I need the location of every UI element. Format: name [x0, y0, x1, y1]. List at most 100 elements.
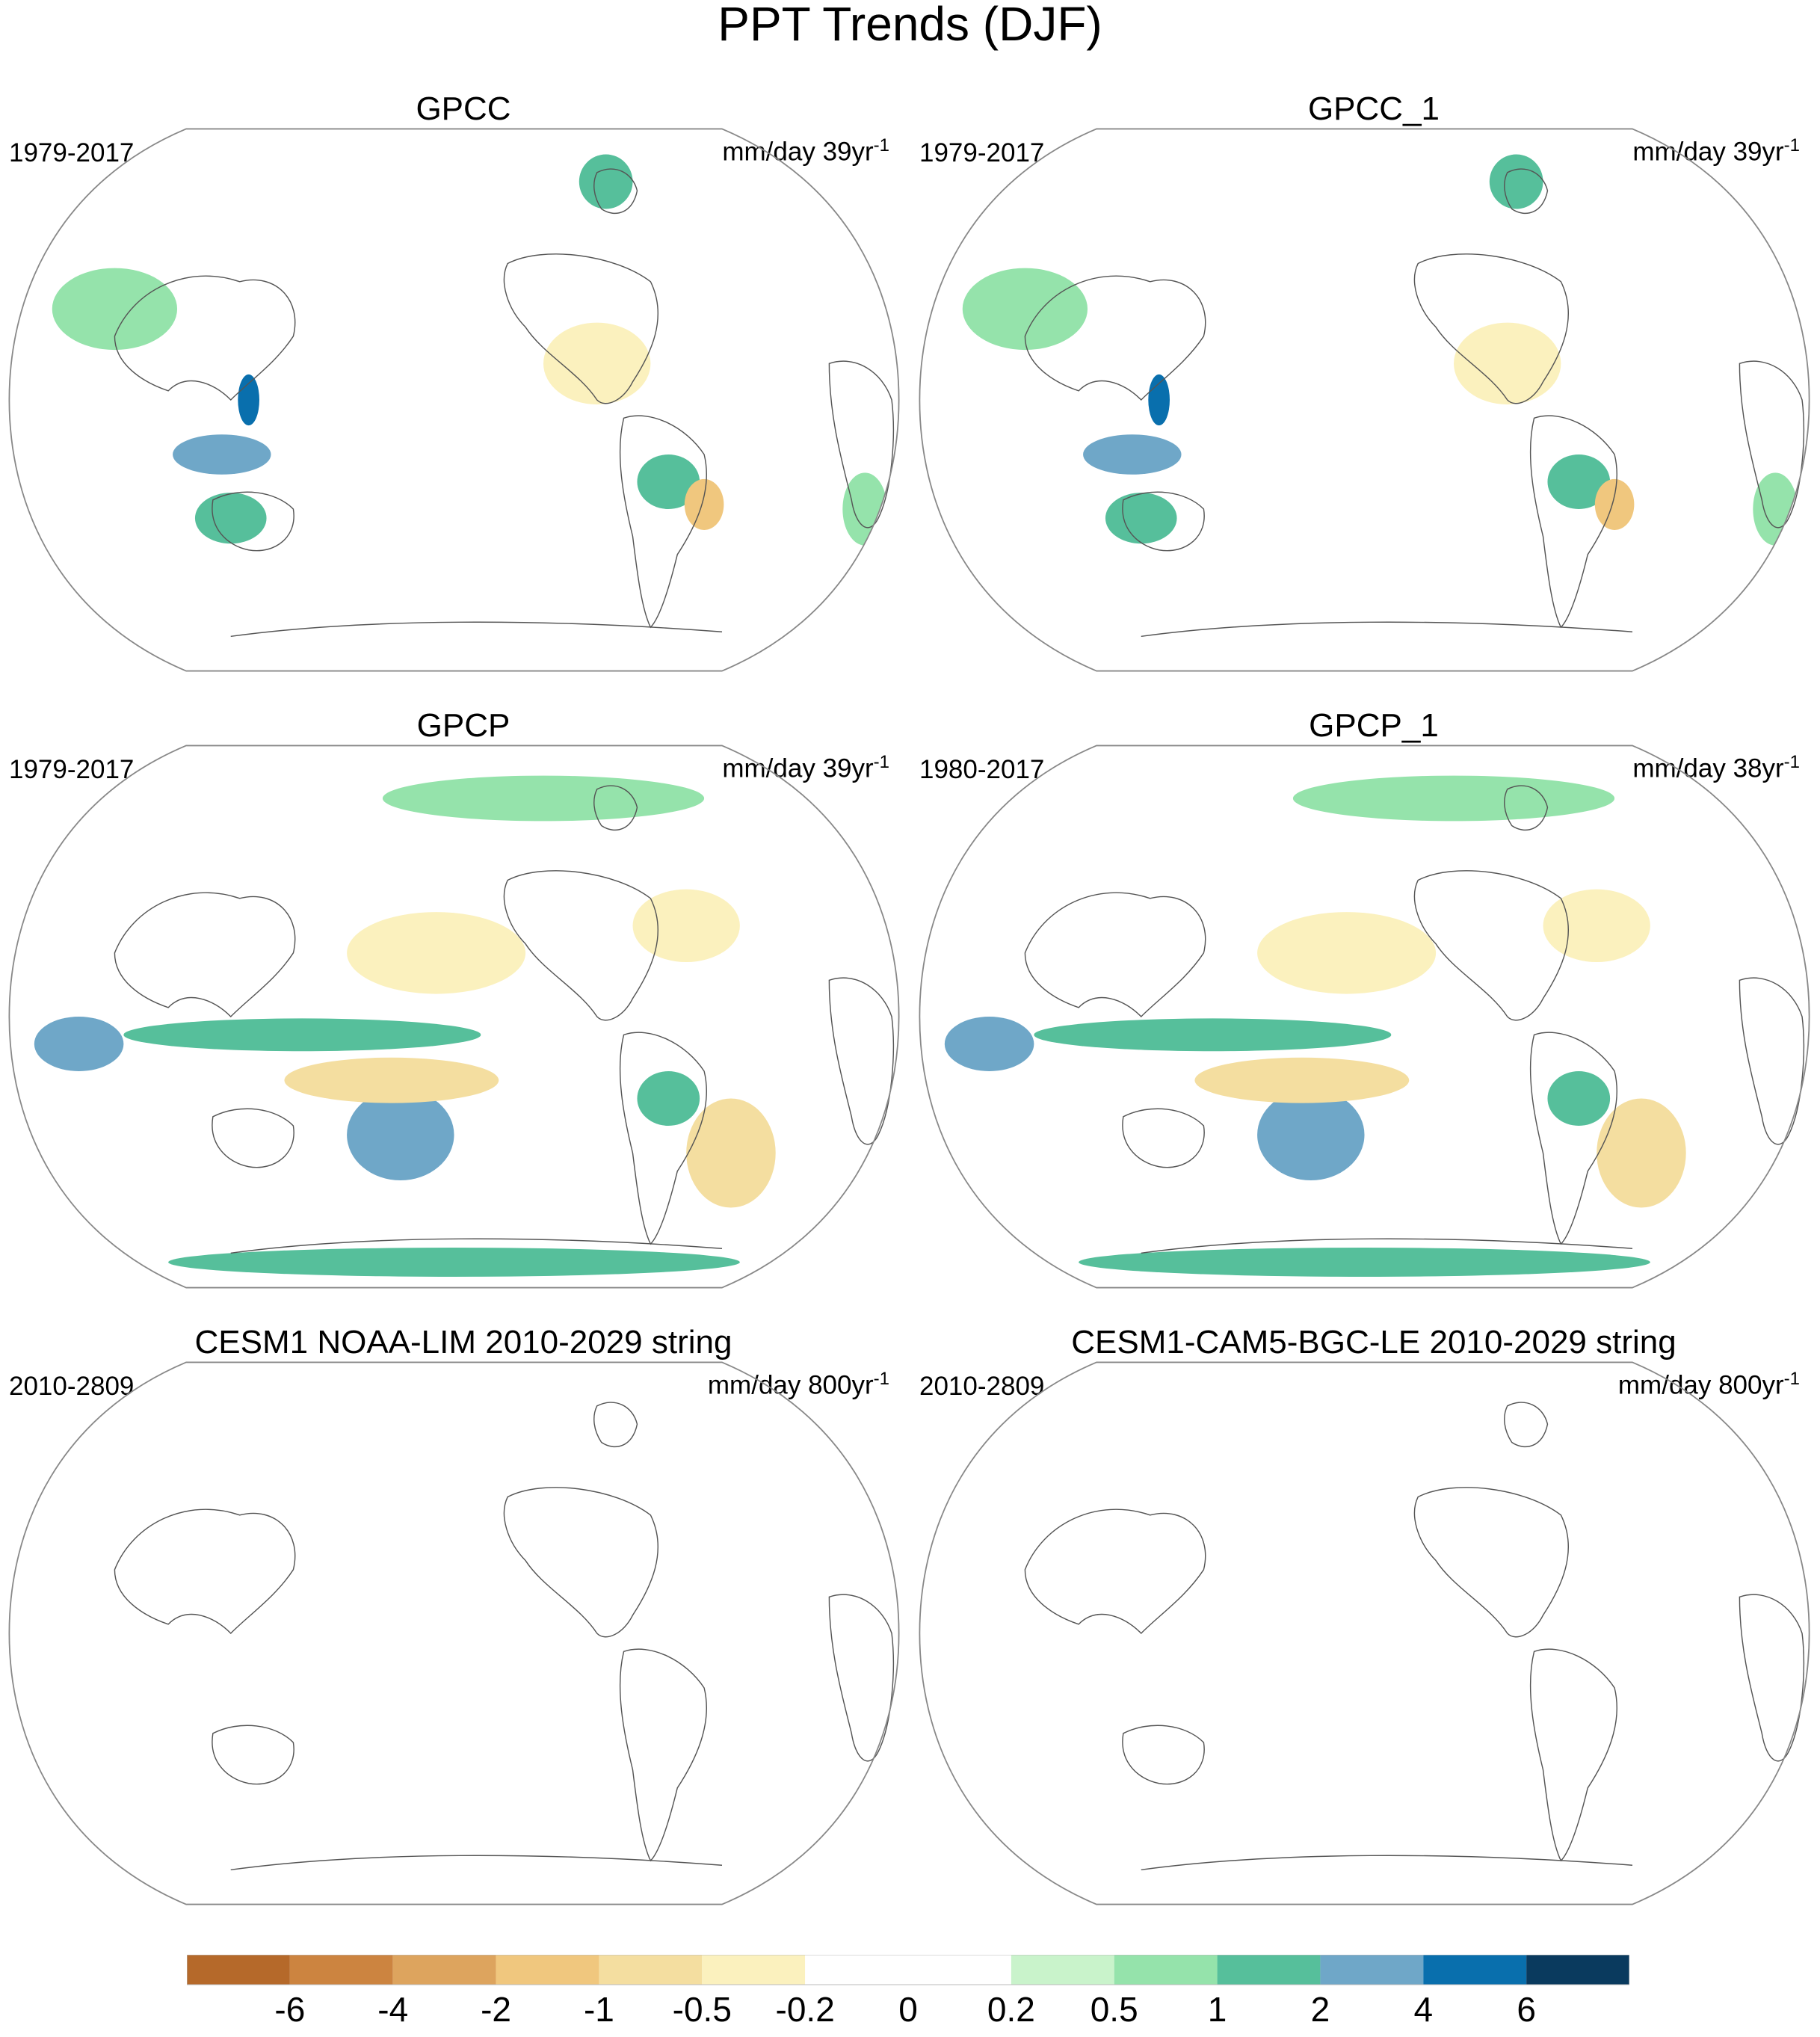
- map-boundary: [919, 1361, 1810, 1905]
- panel-period-gpcp-1: 1980-2017: [919, 755, 1045, 784]
- map-boundary: [8, 745, 900, 1289]
- colorbar-swatch: [187, 1955, 290, 1985]
- coastlines: [114, 1402, 894, 1871]
- coastlines: [1024, 1402, 1804, 1871]
- units-exponent: -1: [1783, 135, 1800, 155]
- panel-period-cesm1-cam5-bgc-le-2010-2029-string: 2010-2809: [919, 1372, 1045, 1401]
- panel-title-cesm1-noaa-lim-2010-2029-string: CESM1 NOAA-LIM 2010-2029 string: [194, 1324, 732, 1360]
- colorbar-tick-label: 0.5: [1090, 1990, 1138, 2029]
- trend-region-arctic: [382, 775, 705, 822]
- coastlines: [114, 168, 894, 638]
- trend-region-north-pacific: [347, 912, 526, 994]
- units-text: mm/day 800yr: [1617, 1370, 1784, 1400]
- colorbar-tick-label: -0.2: [775, 1990, 835, 2029]
- coastlines: [1024, 168, 1804, 638]
- colorbar-tick-label: 2: [1310, 1990, 1330, 2029]
- panel-title-gpcp-1: GPCP_1: [1309, 707, 1439, 744]
- colorbar-tick-label: -0.5: [672, 1990, 732, 2029]
- coastlines: [114, 785, 894, 1254]
- trend-region-amazon: [637, 454, 700, 509]
- colorbar-tick-label: 4: [1413, 1990, 1434, 2029]
- units-text: mm/day 39yr: [722, 137, 874, 167]
- colorbar-tick-label: -2: [481, 1990, 512, 2029]
- map-gpcp-1: [919, 745, 1810, 1289]
- map-gpcc: [8, 128, 900, 672]
- units-exponent: -1: [873, 752, 889, 772]
- colorbar-swatch: [1526, 1955, 1629, 1985]
- map-boundary: [8, 128, 900, 672]
- colorbar-tick-label: -1: [583, 1990, 614, 2029]
- colorbar-swatch: [805, 1955, 908, 1985]
- panel-units-gpcp: mm/day 39yr-1: [590, 746, 889, 786]
- colorbar-swatch: [496, 1955, 599, 1985]
- trend-region-north-america: [1454, 322, 1561, 405]
- colorbar-tick-label: 0.2: [987, 1990, 1035, 2029]
- trend-region-south-atlantic: [1597, 1098, 1686, 1208]
- trend-region-brazil-east: [684, 478, 724, 530]
- panel-period-cesm1-noaa-lim-2010-2029-string: 2010-2809: [9, 1372, 135, 1401]
- map-cesm1-cam5-bgc-le-2010-2029-string: [919, 1361, 1810, 1905]
- trend-region-central-pacific: [284, 1057, 499, 1103]
- units-exponent: -1: [1783, 1369, 1800, 1389]
- panel-title-gpcp: GPCP: [416, 707, 510, 744]
- trend-region-west-pacific-itcz: [1034, 1018, 1392, 1052]
- panel-period-gpcp: 1979-2017: [9, 755, 135, 784]
- trend-region-philippines: [1148, 374, 1170, 426]
- trend-region-central-pacific: [1194, 1057, 1410, 1103]
- map-gpcc-1: [919, 128, 1810, 672]
- trend-region-amazon: [637, 1071, 700, 1126]
- map-gpcp: [8, 745, 900, 1289]
- panel-period-gpcc: 1979-2017: [9, 138, 135, 167]
- panel-units-gpcc: mm/day 39yr-1: [590, 129, 889, 169]
- trend-region-amazon: [1547, 454, 1611, 509]
- trend-region-spcz: [347, 1089, 454, 1180]
- colorbar-swatch: [1011, 1955, 1114, 1985]
- colorbar: [187, 1955, 1629, 1985]
- map-boundary: [919, 128, 1810, 672]
- colorbar-swatch: [1320, 1955, 1424, 1985]
- trend-region-spcz: [1257, 1089, 1365, 1180]
- colorbar-swatch: [908, 1955, 1011, 1985]
- trend-region-greenland: [1489, 154, 1543, 209]
- panel-title-gpcc: GPCC: [416, 90, 511, 127]
- map-boundary: [8, 1361, 900, 1905]
- colorbar-tick-label: 1: [1207, 1990, 1227, 2029]
- panel-units-gpcc-1: mm/day 39yr-1: [1501, 129, 1800, 169]
- colorbar-swatch: [1423, 1955, 1527, 1985]
- trend-region-australia-north: [1105, 493, 1177, 544]
- units-exponent: -1: [873, 135, 889, 155]
- colorbar-swatch: [1217, 1955, 1321, 1985]
- colorbar-swatch: [702, 1955, 806, 1985]
- colorbar-tick-label: -6: [274, 1990, 306, 2029]
- trend-region-north-america: [543, 322, 651, 405]
- figure-title: PPT Trends (DJF): [718, 0, 1102, 51]
- panel-units-cesm1-cam5-bgc-le-2010-2029-string: mm/day 800yr-1: [1501, 1363, 1800, 1402]
- trend-region-maritime-continent: [1083, 434, 1182, 475]
- trend-region-west-pacific-itcz: [123, 1018, 481, 1052]
- trend-region-south-atlantic: [686, 1098, 776, 1208]
- trend-region-brazil-east: [1594, 478, 1635, 530]
- trend-region-eurasia: [52, 268, 178, 351]
- trend-region-amazon: [1547, 1071, 1611, 1126]
- units-text: mm/day 39yr: [722, 754, 874, 783]
- panel-units-cesm1-noaa-lim-2010-2029-string: mm/day 800yr-1: [590, 1363, 889, 1402]
- colorbar-tick-label: 0: [898, 1990, 918, 2029]
- panel-units-gpcp-1: mm/day 38yr-1: [1501, 746, 1800, 786]
- trend-region-southern-ocean: [1079, 1248, 1650, 1277]
- units-text: mm/day 800yr: [707, 1370, 874, 1400]
- colorbar-tick-label: -4: [377, 1990, 409, 2029]
- panel-period-gpcc-1: 1979-2017: [919, 138, 1045, 167]
- trend-region-eurasia: [962, 268, 1088, 351]
- colorbar-swatch: [392, 1955, 496, 1985]
- colorbar-swatch: [599, 1955, 703, 1985]
- trend-region-north-atlantic: [1543, 889, 1650, 962]
- trend-region-indian-ocean: [944, 1017, 1034, 1071]
- units-text: mm/day 38yr: [1632, 754, 1784, 783]
- colorbar-border: [187, 1955, 1629, 1985]
- trend-region-arctic: [1292, 775, 1615, 822]
- trend-region-philippines: [238, 374, 259, 426]
- panel-title-gpcc-1: GPCC_1: [1307, 90, 1440, 127]
- map-cesm1-noaa-lim-2010-2029-string: [8, 1361, 900, 1905]
- map-boundary: [919, 745, 1810, 1289]
- colorbar-swatch: [289, 1955, 393, 1985]
